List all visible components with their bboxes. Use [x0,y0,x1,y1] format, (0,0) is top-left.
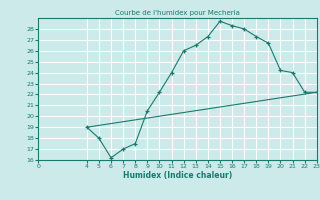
X-axis label: Humidex (Indice chaleur): Humidex (Indice chaleur) [123,171,232,180]
Title: Courbe de l'humidex pour Mecheria: Courbe de l'humidex pour Mecheria [115,10,240,16]
